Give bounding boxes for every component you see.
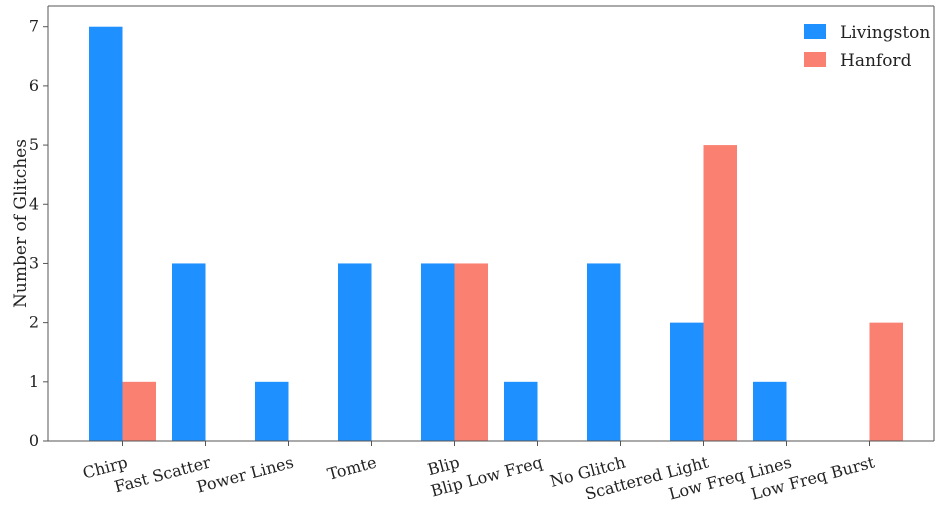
bar-livingston-low-freq-lines [753,381,787,441]
y-tick-label: 6 [29,76,39,95]
legend-swatch-hanford [804,52,826,67]
bar-livingston-scattered-light [670,322,704,441]
bar-livingston-blip [421,263,455,441]
legend-label-livingston: Livingston [840,23,930,43]
legend-swatch-livingston [804,24,826,39]
y-tick-label: 5 [29,135,39,154]
bar-hanford-chirp [122,381,156,441]
x-tick-label: Power Lines [195,453,296,497]
y-tick-label: 0 [29,431,39,450]
bar-livingston-fast-scatter [172,263,206,441]
bar-livingston-no-glitch [587,263,621,441]
legend: Livingston Hanford [804,23,930,71]
bar-hanford-low-freq-burst [869,322,903,441]
bar-hanford-scattered-light [703,145,737,441]
bar-livingston-chirp [89,26,123,441]
bar-livingston-blip-low-freq [504,381,538,441]
y-tick-label: 4 [29,194,39,213]
legend-label-hanford: Hanford [840,51,912,71]
x-tick-label: Tomte [325,453,378,484]
bar-livingston-power-lines [255,381,289,441]
y-tick-label: 7 [29,17,39,36]
y-tick-label: 3 [29,253,39,272]
y-axis-ticks: 0 1 2 3 4 5 6 7 [29,17,48,450]
y-tick-label: 2 [29,313,39,332]
y-axis-label: Number of Glitches [11,139,31,308]
bars-layer [89,26,903,441]
y-tick-label: 1 [29,372,39,391]
bar-hanford-blip [454,263,488,441]
bar-livingston-tomte [338,263,372,441]
